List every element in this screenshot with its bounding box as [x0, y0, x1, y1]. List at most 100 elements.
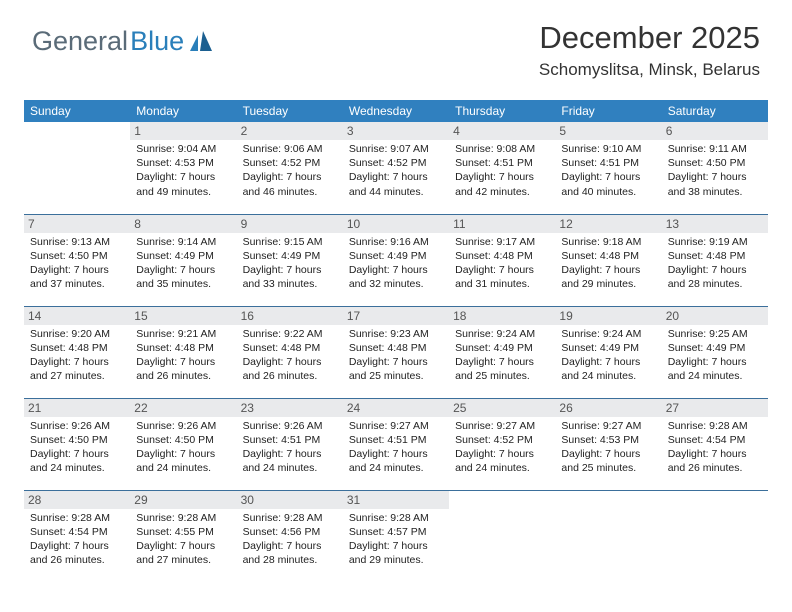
day-info: Sunrise: 9:18 AMSunset: 4:48 PMDaylight:… — [561, 235, 655, 292]
calendar-cell: 2 Sunrise: 9:06 AMSunset: 4:52 PMDaylight… — [237, 122, 343, 214]
calendar-table: Sunday Monday Tuesday Wednesday Thursday… — [24, 100, 768, 582]
calendar-cell: 21 Sunrise: 9:26 AMSunset: 4:50 PMDayligh… — [24, 398, 130, 490]
calendar-cell: 10 Sunrise: 9:16 AMSunset: 4:49 PMDayligh… — [343, 214, 449, 306]
brand-part2: Blue — [130, 26, 184, 57]
day-number: 9 — [237, 215, 343, 233]
calendar-cell-empty — [449, 490, 555, 582]
day-info: Sunrise: 9:22 AMSunset: 4:48 PMDaylight:… — [243, 327, 337, 384]
calendar-cell: 18 Sunrise: 9:24 AMSunset: 4:49 PMDayligh… — [449, 306, 555, 398]
weekday-header: Tuesday — [237, 100, 343, 122]
day-number: 24 — [343, 399, 449, 417]
day-number: 3 — [343, 122, 449, 140]
calendar-cell: 19Sunrise: 9:24 AMSunset: 4:49 PMDayligh… — [555, 306, 661, 398]
calendar-cell: 11Sunrise: 9:17 AMSunset: 4:48 PMDayligh… — [449, 214, 555, 306]
day-number: 17 — [343, 307, 449, 325]
day-info: Sunrise: 9:24 AMSunset: 4:49 PMDaylight:… — [455, 327, 549, 384]
day-number: 15 — [130, 307, 236, 325]
calendar-cell: 25Sunrise: 9:27 AMSunset: 4:52 PMDayligh… — [449, 398, 555, 490]
day-number: 12 — [555, 215, 661, 233]
day-number: 1 — [130, 122, 236, 140]
day-number: 31 — [343, 491, 449, 509]
calendar-cell: 23 Sunrise: 9:26 AMSunset: 4:51 PMDayligh… — [237, 398, 343, 490]
day-number: 26 — [555, 399, 661, 417]
day-number: 4 — [449, 122, 555, 140]
calendar-cell: 28Sunrise: 9:28 AMSunset: 4:54 PMDayligh… — [24, 490, 130, 582]
weekday-header: Monday — [130, 100, 236, 122]
day-number: 22 — [130, 399, 236, 417]
day-info: Sunrise: 9:26 AMSunset: 4:50 PMDaylight:… — [30, 419, 124, 476]
calendar-cell-empty — [662, 490, 768, 582]
calendar-cell: 15 Sunrise: 9:21 AMSunset: 4:48 PMDayligh… — [130, 306, 236, 398]
day-number: 6 — [662, 122, 768, 140]
day-number: 13 — [662, 215, 768, 233]
day-info: Sunrise: 9:20 AMSunset: 4:48 PMDaylight:… — [30, 327, 124, 384]
calendar-cell: 1 Sunrise: 9:04 AMSunset: 4:53 PMDaylight… — [130, 122, 236, 214]
calendar-cell: 20 Sunrise: 9:25 AMSunset: 4:49 PMDayligh… — [662, 306, 768, 398]
brand-logo: GeneralBlue — [32, 26, 214, 57]
day-number: 21 — [24, 399, 130, 417]
day-info: Sunrise: 9:27 AMSunset: 4:52 PMDaylight:… — [455, 419, 549, 476]
day-info: Sunrise: 9:19 AMSunset: 4:48 PMDaylight:… — [668, 235, 762, 292]
day-number: 23 — [237, 399, 343, 417]
day-info: Sunrise: 9:28 AMSunset: 4:56 PMDaylight:… — [243, 511, 337, 568]
day-info: Sunrise: 9:27 AMSunset: 4:53 PMDaylight:… — [561, 419, 655, 476]
calendar-cell: 26 Sunrise: 9:27 AMSunset: 4:53 PMDayligh… — [555, 398, 661, 490]
day-number: 2 — [237, 122, 343, 140]
day-info: Sunrise: 9:21 AMSunset: 4:48 PMDaylight:… — [136, 327, 230, 384]
day-number: 5 — [555, 122, 661, 140]
calendar-row: 14 Sunrise: 9:20 AMSunset: 4:48 PMDayligh… — [24, 306, 768, 398]
weekday-header: Friday — [555, 100, 661, 122]
weekday-header: Thursday — [449, 100, 555, 122]
day-info: Sunrise: 9:13 AMSunset: 4:50 PMDaylight:… — [30, 235, 124, 292]
calendar-cell: 13 Sunrise: 9:19 AMSunset: 4:48 PMDayligh… — [662, 214, 768, 306]
calendar-row: 21 Sunrise: 9:26 AMSunset: 4:50 PMDayligh… — [24, 398, 768, 490]
day-number: 11 — [449, 215, 555, 233]
calendar-cell: 17 Sunrise: 9:23 AMSunset: 4:48 PMDayligh… — [343, 306, 449, 398]
calendar-cell: 24Sunrise: 9:27 AMSunset: 4:51 PMDayligh… — [343, 398, 449, 490]
day-number: 18 — [449, 307, 555, 325]
calendar-cell: 9Sunrise: 9:15 AMSunset: 4:49 PMDaylight… — [237, 214, 343, 306]
weekday-header: Saturday — [662, 100, 768, 122]
day-number: 14 — [24, 307, 130, 325]
calendar-cell: 6Sunrise: 9:11 AMSunset: 4:50 PMDaylight… — [662, 122, 768, 214]
brand-part1: General — [32, 26, 128, 57]
day-info: Sunrise: 9:23 AMSunset: 4:48 PMDaylight:… — [349, 327, 443, 384]
calendar-row: 28Sunrise: 9:28 AMSunset: 4:54 PMDayligh… — [24, 490, 768, 582]
day-info: Sunrise: 9:04 AMSunset: 4:53 PMDaylight:… — [136, 142, 230, 199]
calendar-cell: 31 Sunrise: 9:28 AMSunset: 4:57 PMDayligh… — [343, 490, 449, 582]
calendar-cell: 3 Sunrise: 9:07 AMSunset: 4:52 PMDaylight… — [343, 122, 449, 214]
sail-icon — [188, 31, 214, 53]
weekday-header: Sunday — [24, 100, 130, 122]
calendar-cell: 12 Sunrise: 9:18 AMSunset: 4:48 PMDayligh… — [555, 214, 661, 306]
day-info: Sunrise: 9:25 AMSunset: 4:49 PMDaylight:… — [668, 327, 762, 384]
day-number: 28 — [24, 491, 130, 509]
day-number: 27 — [662, 399, 768, 417]
calendar-cell: 4 Sunrise: 9:08 AMSunset: 4:51 PMDaylight… — [449, 122, 555, 214]
day-info: Sunrise: 9:16 AMSunset: 4:49 PMDaylight:… — [349, 235, 443, 292]
day-number: 20 — [662, 307, 768, 325]
day-info: Sunrise: 9:08 AMSunset: 4:51 PMDaylight:… — [455, 142, 549, 199]
calendar-cell: 7Sunrise: 9:13 AMSunset: 4:50 PMDaylight… — [24, 214, 130, 306]
calendar-cell-empty — [555, 490, 661, 582]
day-info: Sunrise: 9:06 AMSunset: 4:52 PMDaylight:… — [243, 142, 337, 199]
day-info: Sunrise: 9:07 AMSunset: 4:52 PMDaylight:… — [349, 142, 443, 199]
day-info: Sunrise: 9:28 AMSunset: 4:55 PMDaylight:… — [136, 511, 230, 568]
day-info: Sunrise: 9:26 AMSunset: 4:51 PMDaylight:… — [243, 419, 337, 476]
day-info: Sunrise: 9:24 AMSunset: 4:49 PMDaylight:… — [561, 327, 655, 384]
calendar-row: 7Sunrise: 9:13 AMSunset: 4:50 PMDaylight… — [24, 214, 768, 306]
day-info: Sunrise: 9:28 AMSunset: 4:57 PMDaylight:… — [349, 511, 443, 568]
calendar-cell: 27 Sunrise: 9:28 AMSunset: 4:54 PMDayligh… — [662, 398, 768, 490]
day-info: Sunrise: 9:14 AMSunset: 4:49 PMDaylight:… — [136, 235, 230, 292]
calendar-row: 1 Sunrise: 9:04 AMSunset: 4:53 PMDaylight… — [24, 122, 768, 214]
day-info: Sunrise: 9:28 AMSunset: 4:54 PMDaylight:… — [668, 419, 762, 476]
day-number: 29 — [130, 491, 236, 509]
calendar-cell: 16 Sunrise: 9:22 AMSunset: 4:48 PMDayligh… — [237, 306, 343, 398]
calendar-cell: 14 Sunrise: 9:20 AMSunset: 4:48 PMDayligh… — [24, 306, 130, 398]
day-number: 10 — [343, 215, 449, 233]
calendar-cell: 5Sunrise: 9:10 AMSunset: 4:51 PMDaylight… — [555, 122, 661, 214]
day-number: 16 — [237, 307, 343, 325]
calendar-cell: 30Sunrise: 9:28 AMSunset: 4:56 PMDayligh… — [237, 490, 343, 582]
calendar-cell: 29 Sunrise: 9:28 AMSunset: 4:55 PMDayligh… — [130, 490, 236, 582]
day-info: Sunrise: 9:26 AMSunset: 4:50 PMDaylight:… — [136, 419, 230, 476]
calendar-cell-empty — [24, 122, 130, 214]
